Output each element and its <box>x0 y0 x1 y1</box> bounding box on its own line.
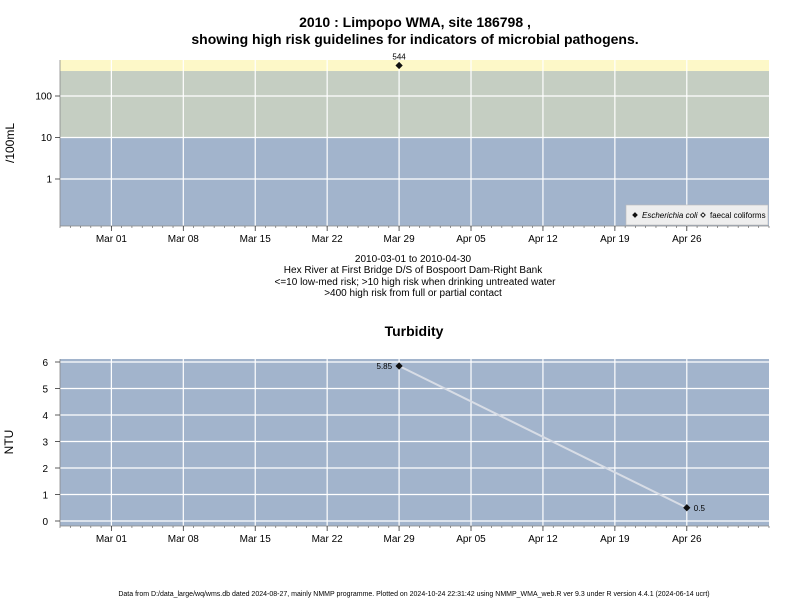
chart2-title: Turbidity <box>385 323 444 339</box>
chart1-x-tick-label: Apr 05 <box>456 234 486 245</box>
chart2-x-tick-label: Apr 19 <box>600 534 630 545</box>
chart2-y-tick-label: 6 <box>42 358 48 369</box>
chart2-y-tick-label: 4 <box>42 411 48 422</box>
chart1-risk-band <box>60 71 769 138</box>
chart1-x-tick-label: Mar 01 <box>96 234 128 245</box>
chart1-legend-label-ecoli: Escherichia coli <box>642 211 698 220</box>
chart1-point <box>395 61 403 70</box>
chart2-series-line <box>398 365 688 509</box>
chart1-note-site: Hex River at First Bridge D/S of Bospoor… <box>284 265 543 276</box>
chart1-note-dates: 2010-03-01 to 2010-04-30 <box>355 254 472 265</box>
chart1-note-risk-contact: >400 high risk from full or partial cont… <box>324 288 502 299</box>
chart2-x-tick-label: Apr 05 <box>456 534 486 545</box>
chart2-x-tick-label: Mar 01 <box>96 534 128 545</box>
chart2-y-tick-label: 1 <box>42 491 48 502</box>
chart1-y-tick-label: 10 <box>41 133 53 144</box>
chart1-x-tick-label: Apr 12 <box>528 234 558 245</box>
chart1-legend-marker-faecal <box>700 212 706 218</box>
chart2-x-tick-label: Mar 22 <box>312 534 344 545</box>
chart2-x-tick-label: Mar 08 <box>168 534 200 545</box>
chart1-legend-box <box>625 204 769 226</box>
chart2-plot-area: Mar 01 Mar 08 Mar 15 Mar 22 Mar 29 Apr 05 Apr … <box>42 358 770 545</box>
chart1-y-tick-label: 100 <box>35 92 52 103</box>
chart2-y-tick-label: 0 <box>42 517 48 528</box>
chart1-x-tick-label: Mar 08 <box>168 234 200 245</box>
chart1-x-tick-label: Mar 22 <box>312 234 344 245</box>
chart2-x-tick-label: Apr 12 <box>528 534 558 545</box>
chart2-point <box>395 362 403 370</box>
chart2-ylabel: NTU <box>2 430 16 455</box>
chart1-title: 2010 : Limpopo WMA, site 186798 , <box>299 14 531 30</box>
chart1-x-tick-label: Apr 19 <box>600 234 630 245</box>
chart1-plot-area: Mar 01 Mar 08 Mar 15 Mar 22 Mar 29 Apr 05 Apr … <box>35 52 770 245</box>
chart1-x-tick-label: Apr 26 <box>672 234 702 245</box>
chart1-x-tick-label: Mar 15 <box>240 234 272 245</box>
chart2-point-label: 5.85 <box>377 362 393 371</box>
chart1-y-tick-label: 1 <box>46 175 52 186</box>
chart1-note-risk-drinking: <=10 low-med risk; >10 high risk when dr… <box>275 277 557 288</box>
chart1-risk-band <box>60 60 769 72</box>
chart1-subtitle: showing high risk guidelines for indicat… <box>191 31 638 47</box>
chart2-background <box>60 359 769 526</box>
chart1-legend: Escherichia coli faecal coliforms <box>625 204 769 226</box>
chart2-x-tick-label: Mar 15 <box>240 534 272 545</box>
chart2-point <box>683 504 691 512</box>
footer-note: Data from D:/data_large/wq/wms.db dated … <box>118 591 709 598</box>
chart1-x-tick-label: Mar 29 <box>384 234 416 245</box>
chart1-ylabel: /100mL <box>3 123 17 163</box>
chart1-legend-marker-ecoli <box>632 212 638 218</box>
chart2-point-label: 0.5 <box>694 504 706 513</box>
chart1-point-label: 544 <box>392 52 406 61</box>
chart2-x-tick-label: Mar 29 <box>384 534 416 545</box>
chart1-legend-label-faecal: faecal coliforms <box>710 211 766 220</box>
chart2-x-tick-label: Apr 26 <box>672 534 702 545</box>
chart2-y-tick-label: 2 <box>42 464 48 475</box>
chart2-y-tick-label: 3 <box>42 438 48 449</box>
chart2-y-tick-label: 5 <box>42 385 48 396</box>
